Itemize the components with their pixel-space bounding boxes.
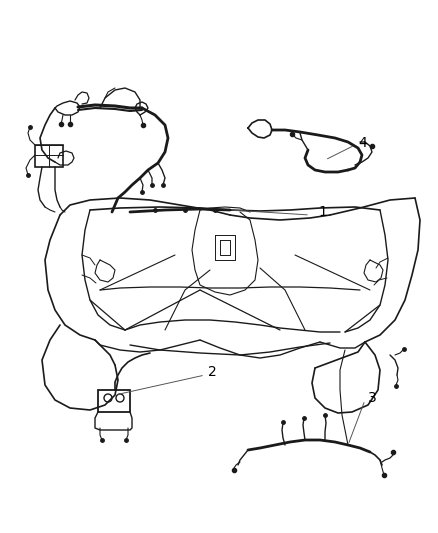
- Text: 4: 4: [358, 136, 367, 150]
- Circle shape: [116, 394, 124, 402]
- Text: 3: 3: [368, 391, 377, 405]
- Bar: [98, 390, 130, 412]
- Text: 1: 1: [318, 205, 327, 219]
- Bar: [35, 145, 63, 167]
- Text: 2: 2: [208, 365, 217, 379]
- Circle shape: [104, 394, 112, 402]
